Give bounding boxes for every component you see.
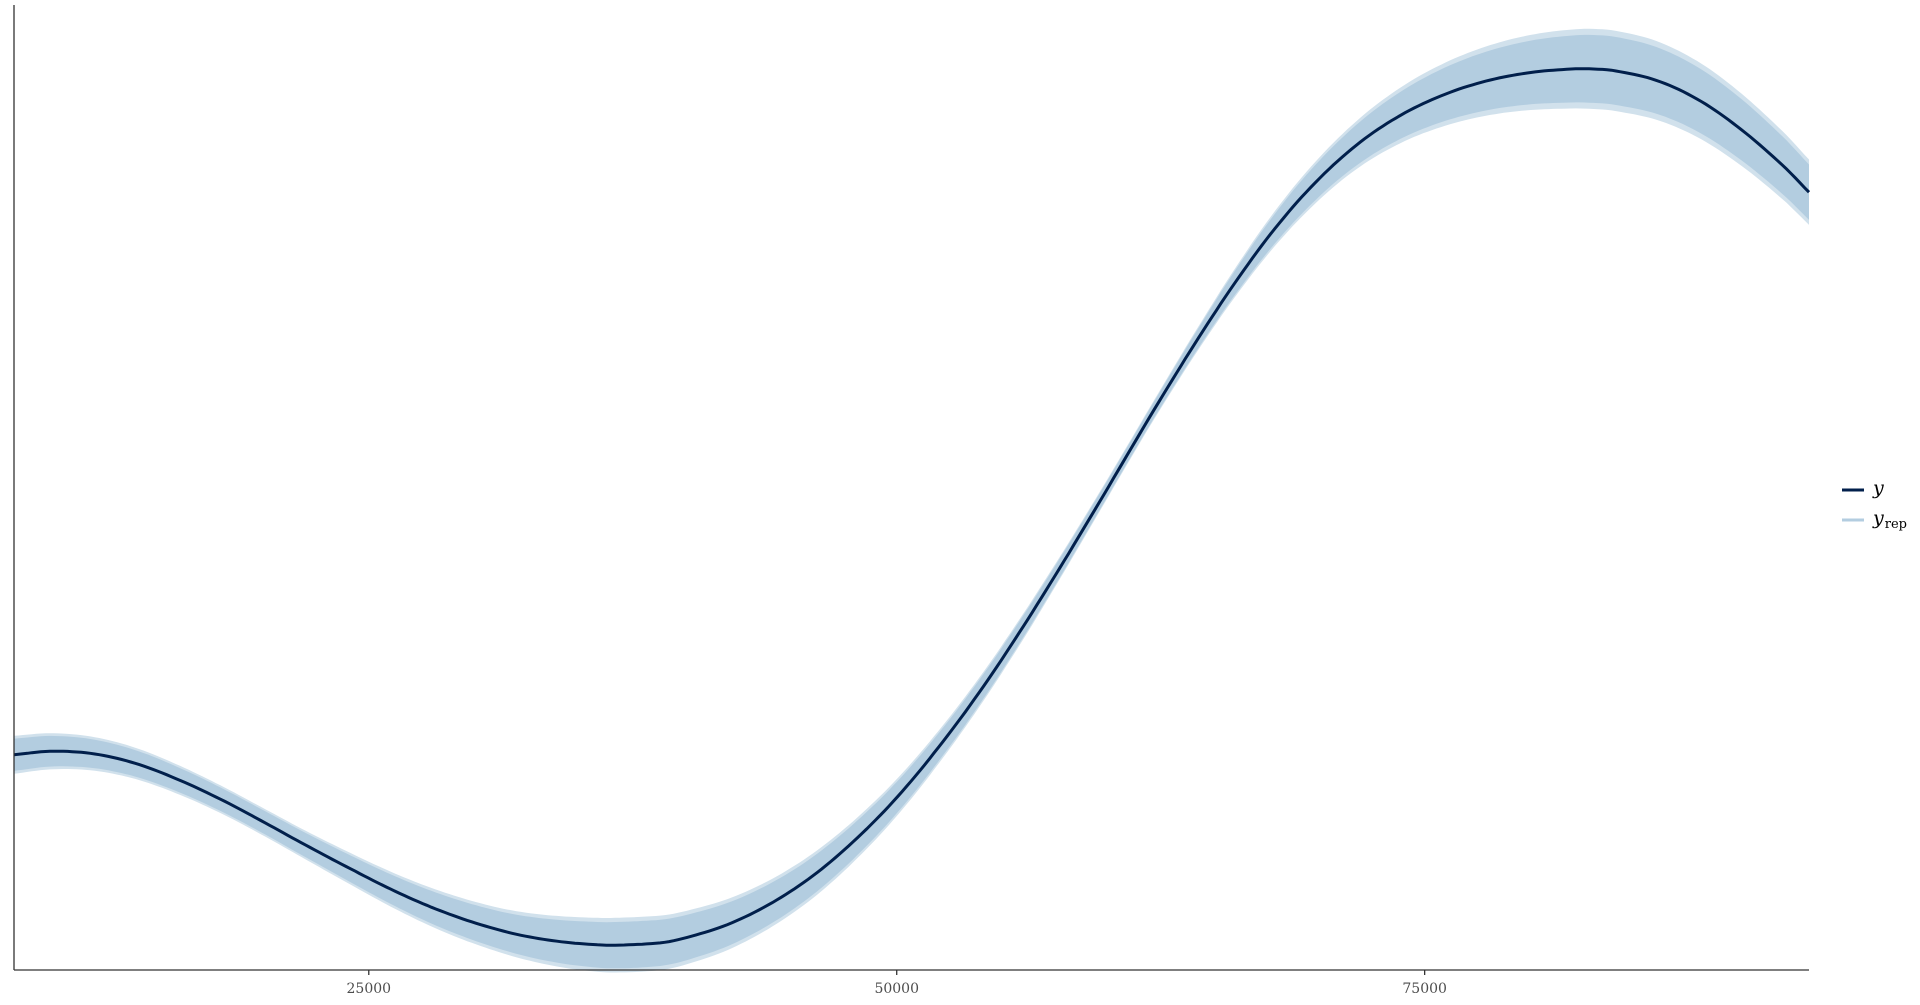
y-layer <box>13 67 1811 947</box>
series-y-line <box>13 67 1811 947</box>
legend-label-yrep: yrep <box>1872 507 1907 532</box>
legend-label-y: y <box>1872 477 1884 499</box>
x-tick-label: 75000 <box>1402 981 1447 997</box>
x-tick-label: 50000 <box>874 981 919 997</box>
legend-label-yrep-sub: rep <box>1885 517 1907 532</box>
axes <box>13 5 1809 971</box>
legend: y yrep <box>1842 477 1907 532</box>
yrep-band <box>14 34 1809 969</box>
x-axis-ticks: 25000 50000 75000 <box>347 970 1447 997</box>
yrep-layer <box>14 28 1809 973</box>
x-tick-label: 25000 <box>347 981 392 997</box>
legend-label-yrep-main: y <box>1872 507 1884 529</box>
